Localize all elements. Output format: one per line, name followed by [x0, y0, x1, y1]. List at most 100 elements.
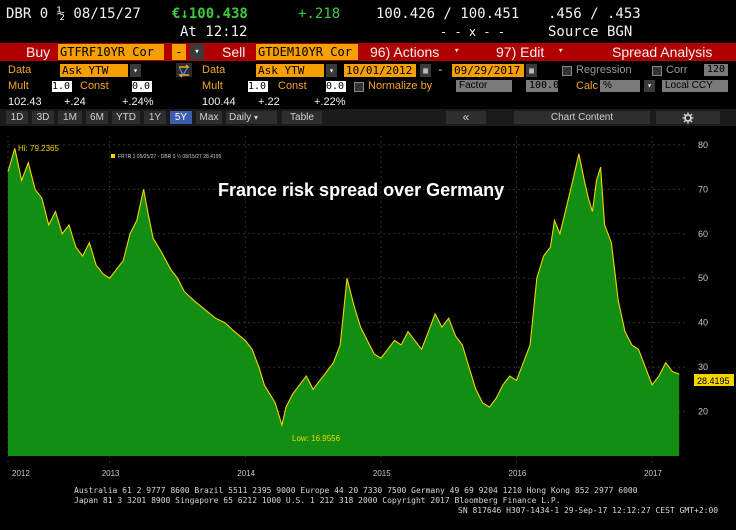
frequency-label: Daily [229, 112, 252, 123]
regression-label: Regression [576, 64, 632, 76]
corr-window-field[interactable]: 120 [704, 64, 728, 76]
currency-select[interactable]: Local CCY [662, 80, 728, 92]
edit-chevron-icon: ▾ [558, 46, 564, 56]
x-tick-label: 2014 [237, 469, 255, 478]
corr-checkbox[interactable] [652, 66, 662, 76]
right-pct-change: +.22% [314, 96, 346, 108]
right-data-chevron-icon[interactable]: ▾ [326, 64, 337, 77]
buy-ticker-input[interactable]: GTFRF10YR Cor [58, 44, 164, 60]
price-source: Source BGN [548, 24, 633, 40]
x-tick-label: 2013 [102, 469, 120, 478]
legend-entry: FRTR 1 05/25/27 - DBR 0 ½ 08/15/27 28.41… [118, 153, 222, 160]
range-1d[interactable]: 1D [6, 111, 28, 124]
footer-session: SN 817646 H307-1434-1 29-Sep-17 12:12:27… [458, 506, 719, 515]
left-pct-change: +.24% [122, 96, 154, 108]
x-axis: 2012 2013 2014 2015 2016 2017 [12, 469, 662, 478]
range-3d[interactable]: 3D [32, 111, 54, 124]
right-mult-field[interactable]: 1.0 [248, 81, 268, 92]
separator: - - x - - [440, 25, 506, 39]
factor-select[interactable]: Factor [456, 80, 512, 92]
bid-ask: 100.426 / 100.451 [376, 6, 520, 22]
footer-contacts-2: Japan 81 3 3201 8900 Singapore 65 6212 1… [74, 496, 561, 505]
y-tick-label: 50 [698, 273, 708, 283]
collapse-panel-button[interactable]: « [446, 111, 486, 124]
normalize-label: Normalize by [368, 80, 433, 92]
end-date-field[interactable]: 09/29/2017 [452, 64, 524, 77]
swap-icon[interactable] [176, 63, 192, 78]
x-tick-label: 2017 [644, 469, 662, 478]
left-data-field[interactable]: Ask YTW [60, 64, 128, 77]
left-data-label: Data [8, 64, 32, 76]
chart-title: France risk spread over Germany [218, 180, 504, 200]
left-data-chevron-icon[interactable]: ▾ [130, 64, 141, 77]
range-ytd[interactable]: YTD [112, 111, 140, 124]
y-tick-label: 40 [698, 318, 708, 328]
last-value-label: 28.4195 [697, 376, 730, 386]
buy-label: Buy [26, 44, 51, 60]
chevron-down-icon: ▾ [254, 113, 259, 122]
right-mult-label: Mult [202, 80, 223, 92]
range-max[interactable]: Max [196, 111, 222, 124]
regression-checkbox[interactable] [562, 66, 572, 76]
last-value-tag [694, 374, 734, 386]
legend-swatch [111, 154, 115, 158]
actions-menu[interactable]: 96) Actions [370, 44, 440, 60]
chart-content-button[interactable]: Chart Content [514, 111, 650, 124]
calendar-icon[interactable]: ▦ [420, 64, 431, 77]
calc-label: Calc [576, 80, 599, 92]
right-data-field[interactable]: Ask YTW [256, 64, 324, 77]
table-button[interactable]: Table [282, 111, 322, 124]
right-const-label: Const [278, 80, 307, 92]
range-6m[interactable]: 6M [86, 111, 108, 124]
right-data-label: Data [202, 64, 226, 76]
calc-select[interactable]: % [600, 80, 640, 92]
x-tick-label: 2016 [509, 469, 527, 478]
y-tick-label: 20 [698, 407, 708, 417]
normalize-checkbox[interactable] [354, 82, 364, 92]
y-tick-label: 80 [698, 140, 708, 150]
price-change: +.218 [298, 6, 341, 22]
spread-line [7, 148, 680, 428]
date-range-dash: - [437, 63, 444, 76]
spread-operator-select[interactable]: - [172, 44, 186, 60]
sell-label: Sell [222, 44, 246, 60]
factor-value-field[interactable]: 100.0 [526, 80, 559, 92]
left-mult-label: Mult [8, 80, 29, 92]
hi-label: Hi: 79.2365 [18, 144, 59, 153]
range-1y[interactable]: 1Y [144, 111, 166, 124]
range-5y[interactable]: 5Y [170, 111, 192, 124]
calendar-icon[interactable]: ▦ [526, 64, 537, 77]
y-tick-label: 60 [698, 229, 708, 239]
range-1m[interactable]: 1M [58, 111, 82, 124]
gear-icon[interactable] [656, 111, 720, 124]
left-last: 102.43 [8, 96, 42, 108]
security-ticker: DBR 0 ½ 08/15/27 [6, 6, 141, 22]
start-date-field[interactable]: 10/01/2012 [344, 64, 416, 77]
left-mult-field[interactable]: 1.0 [52, 81, 72, 92]
spread-area [8, 148, 680, 456]
left-const-label: Const [80, 80, 109, 92]
quote-time: At 12:12 [180, 24, 248, 40]
y-axis: 20 30 40 50 60 70 80 [698, 140, 708, 417]
x-tick-label: 2015 [373, 469, 391, 478]
left-change: +.24 [64, 96, 86, 108]
last-price: €↓100.438 [172, 6, 248, 22]
corr-label: Corr [666, 64, 688, 76]
yield-pair: .456 / .453 [548, 6, 641, 22]
frequency-select[interactable]: Daily ▾ [226, 111, 277, 124]
actions-chevron-icon: ▾ [454, 46, 460, 56]
sell-ticker-input[interactable]: GTDEM10YR Cor [256, 44, 358, 60]
right-change: +.22 [258, 96, 280, 108]
edit-menu[interactable]: 97) Edit [496, 44, 545, 60]
x-tick-label: 2012 [12, 469, 30, 478]
right-last: 100.44 [202, 96, 236, 108]
footer-contacts-1: Australia 61 2 9777 8600 Brazil 5511 239… [74, 486, 638, 495]
chevron-down-icon[interactable]: ▾ [190, 44, 204, 60]
calc-chevron-icon[interactable]: ▾ [644, 80, 655, 92]
left-const-field[interactable]: 0.0 [132, 81, 152, 92]
y-tick-label: 70 [698, 184, 708, 194]
low-label: Low: 16.9556 [292, 434, 341, 443]
spread-analysis-title: Spread Analysis [612, 44, 713, 60]
right-const-field[interactable]: 0.0 [326, 81, 346, 92]
